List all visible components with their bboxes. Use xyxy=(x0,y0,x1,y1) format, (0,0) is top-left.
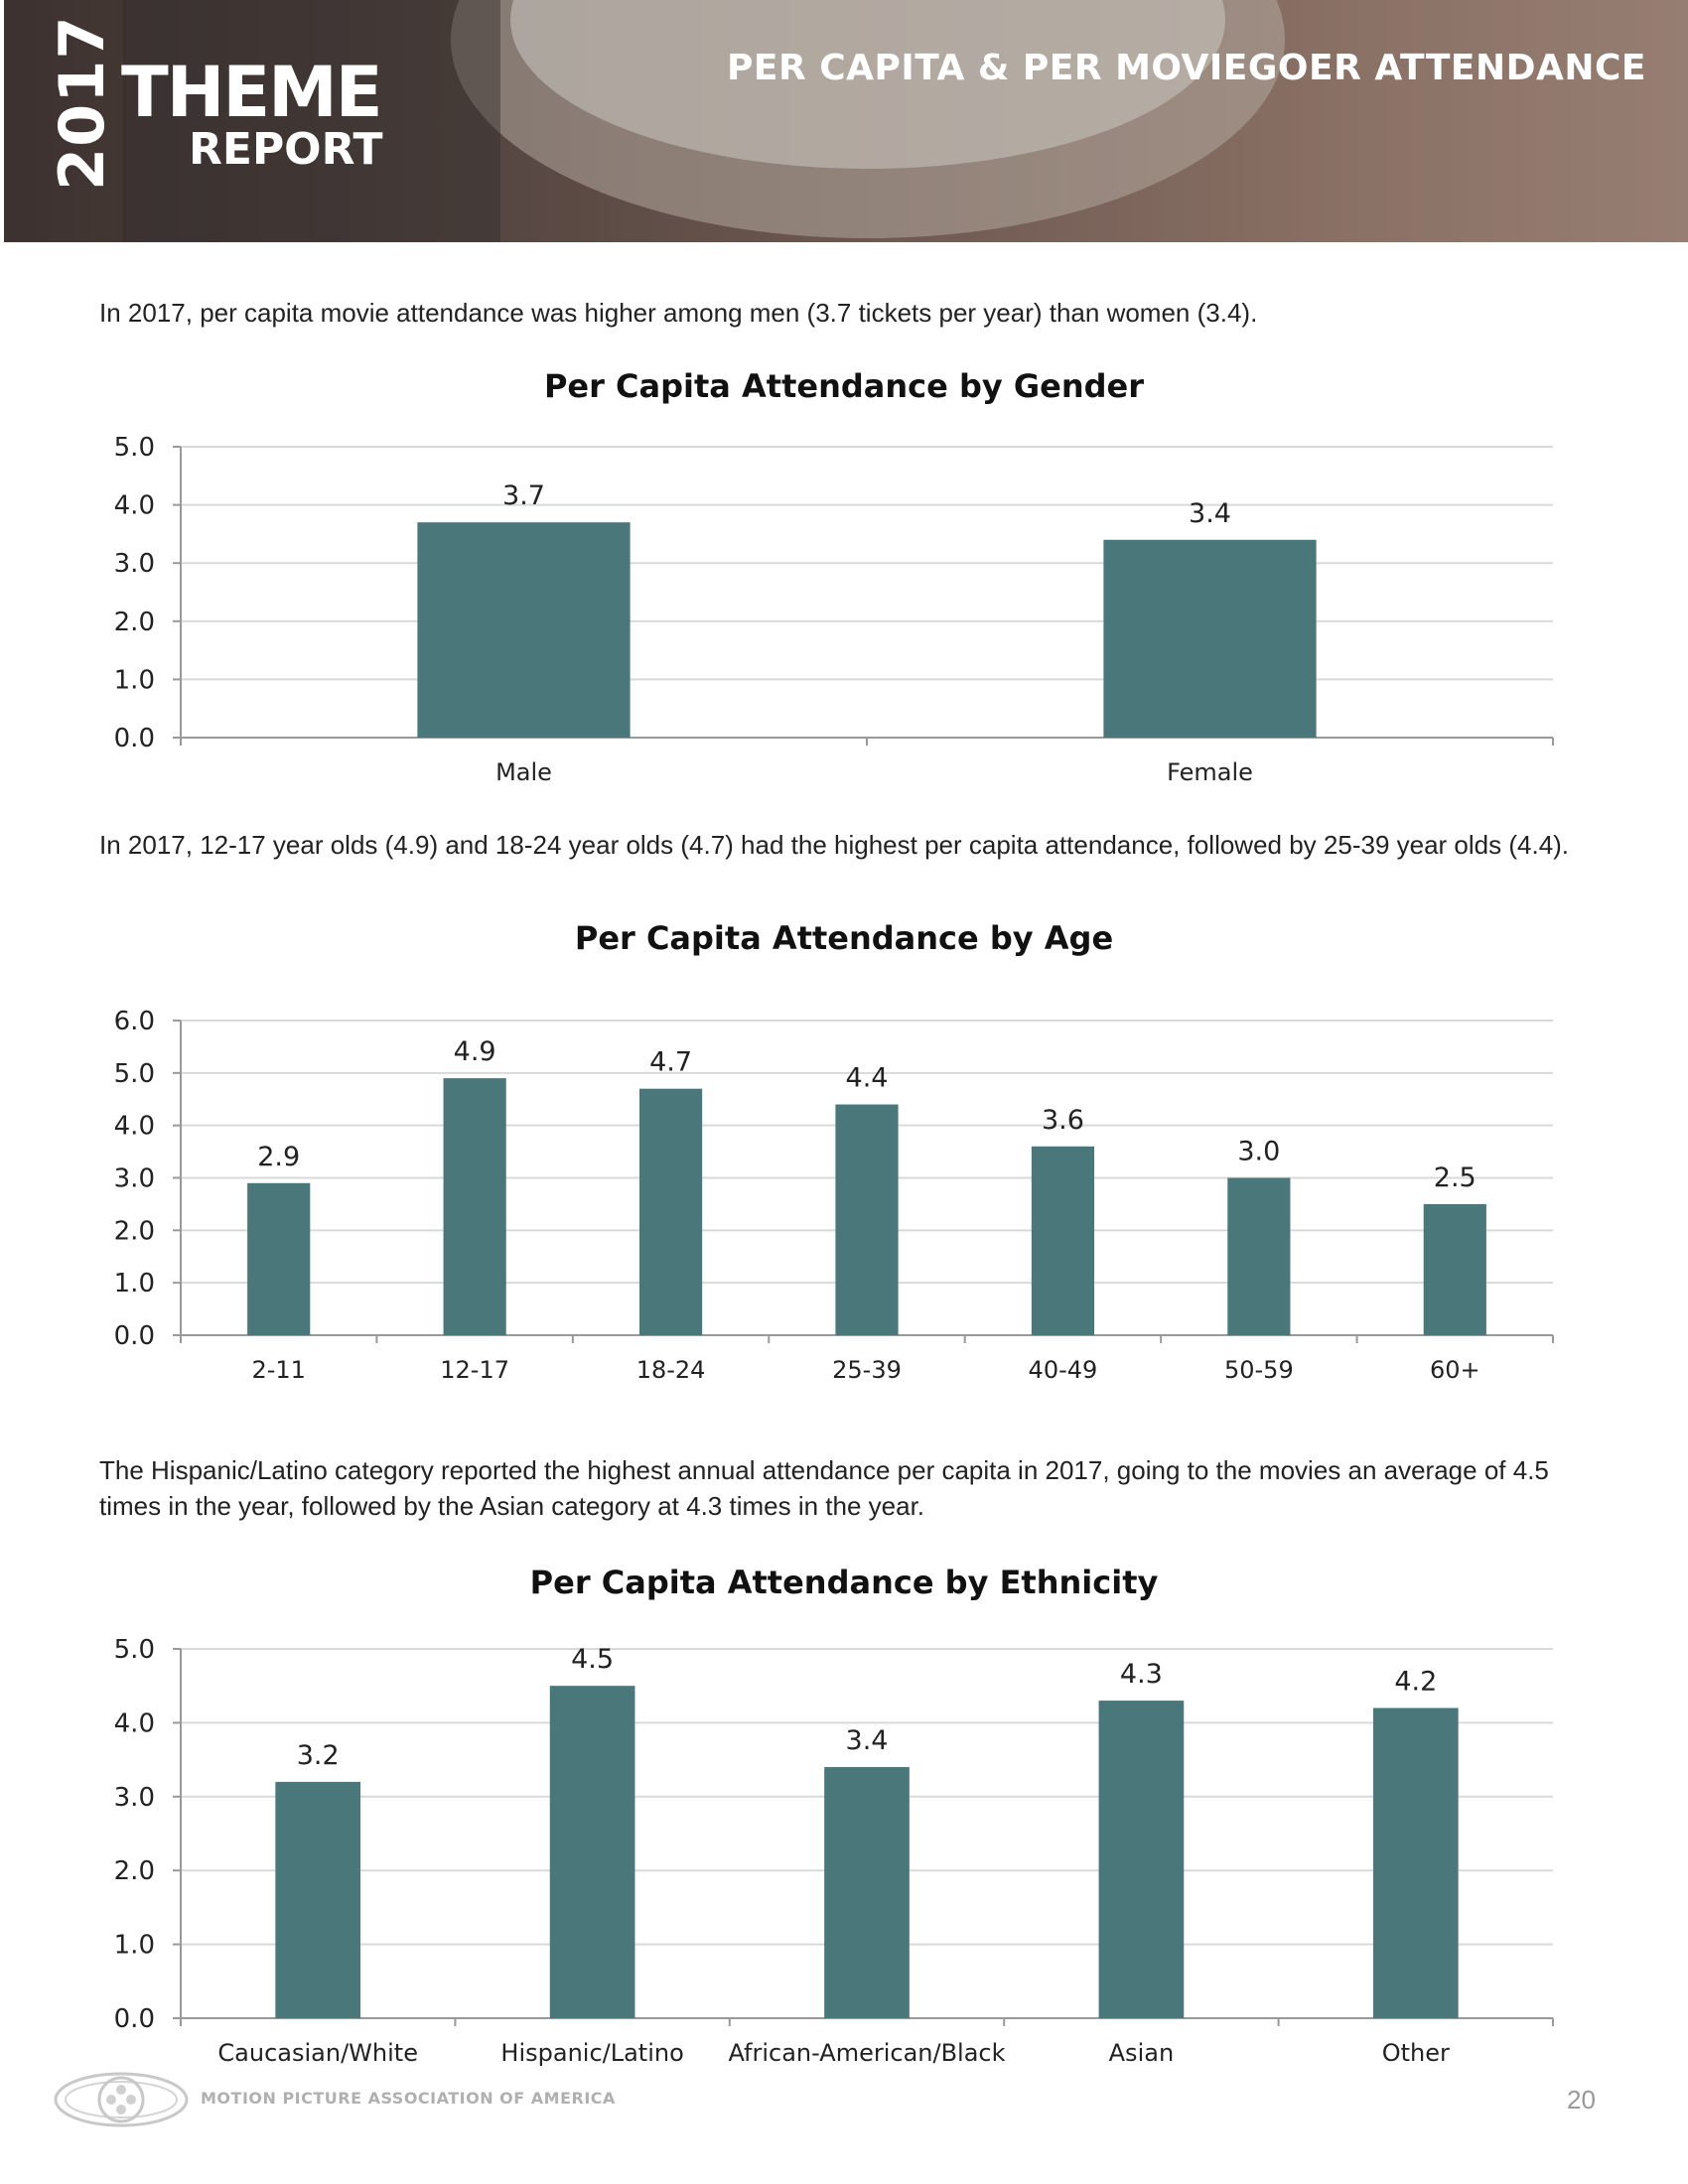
y-tick-label: 5.0 xyxy=(114,1635,155,1665)
header-banner: 2017 THEME REPORT PER CAPITA & PER MOVIE… xyxy=(4,0,1688,242)
y-tick-label: 2.0 xyxy=(114,1856,155,1886)
brand-report: REPORT xyxy=(189,124,383,175)
gender-paragraph: In 2017, per capita movie attendance was… xyxy=(99,298,1258,328)
gender-chart: 0.0 1.0 2.0 3.0 4.0 5.0 3.7 Male 3.4 Female xyxy=(114,433,1554,786)
x-tick-label: 2-11 xyxy=(251,1356,305,1384)
x-tick-label: Hispanic/Latino xyxy=(500,2039,683,2067)
bar xyxy=(443,1078,506,1335)
bar xyxy=(247,1182,311,1335)
y-tick-label: 0.0 xyxy=(114,2004,155,2034)
bar xyxy=(824,1767,910,2018)
mpaa-logo-icon xyxy=(54,2072,189,2127)
x-tick-label: 50-59 xyxy=(1224,1356,1294,1384)
ethnicity-paragraph: The Hispanic/Latino category reported th… xyxy=(99,1455,1549,1521)
x-tick-label: 40-49 xyxy=(1029,1356,1098,1384)
bar xyxy=(549,1686,635,2018)
y-tick-label: 1.0 xyxy=(114,1269,155,1298)
bar-value-label: 3.4 xyxy=(846,1725,889,1756)
bar-value-label: 4.4 xyxy=(846,1063,889,1094)
x-tick-label: Other xyxy=(1382,2039,1450,2067)
bar xyxy=(417,522,631,738)
bar-value-label: 4.2 xyxy=(1394,1667,1437,1698)
y-tick-label: 5.0 xyxy=(114,433,155,463)
bar xyxy=(1423,1203,1486,1335)
bar-value-label: 2.5 xyxy=(1434,1162,1477,1193)
age-paragraph: In 2017, 12-17 year olds (4.9) and 18-24… xyxy=(99,830,1570,860)
ethnicity-chart-title: Per Capita Attendance by Ethnicity xyxy=(529,1564,1159,1601)
y-tick-label: 4.0 xyxy=(114,491,155,521)
bar xyxy=(835,1104,899,1335)
y-tick-label: 3.0 xyxy=(114,1783,155,1813)
gender-chart-title: Per Capita Attendance by Gender xyxy=(543,367,1145,405)
bar-value-label: 3.2 xyxy=(297,1740,340,1771)
bar xyxy=(1031,1146,1095,1335)
y-tick-label: 1.0 xyxy=(114,1931,155,1961)
y-tick-label: 6.0 xyxy=(114,1007,155,1036)
bar-value-label: 4.7 xyxy=(649,1047,692,1078)
brand-theme: THEME xyxy=(121,52,383,133)
y-tick-label: 2.0 xyxy=(114,1216,155,1246)
y-tick-label: 3.0 xyxy=(114,1164,155,1194)
y-tick-label: 4.0 xyxy=(114,1112,155,1142)
section-title: PER CAPITA & PER MOVIEGOER ATTENDANCE xyxy=(726,48,1646,88)
y-tick-label: 1.0 xyxy=(114,665,155,695)
bar-value-label: 4.5 xyxy=(571,1644,614,1675)
x-tick-label: 25-39 xyxy=(832,1356,902,1384)
bar xyxy=(1372,1707,1459,2018)
bar-value-label: 4.3 xyxy=(1120,1659,1163,1690)
x-tick-label: 60+ xyxy=(1430,1356,1480,1384)
bar-value-label: 4.9 xyxy=(454,1036,496,1067)
bar xyxy=(1227,1177,1291,1335)
banner-photo-background xyxy=(4,0,1688,242)
page-number: 20 xyxy=(1567,2085,1596,2115)
bar xyxy=(1103,539,1317,738)
y-tick-label: 0.0 xyxy=(114,1321,155,1351)
x-tick-label: 18-24 xyxy=(636,1356,706,1384)
footer-organization: MOTION PICTURE ASSOCIATION OF AMERICA xyxy=(201,2089,616,2108)
y-tick-label: 4.0 xyxy=(114,1708,155,1738)
y-tick-label: 5.0 xyxy=(114,1059,155,1089)
ethnicity-chart: 0.0 1.0 2.0 3.0 4.0 5.0 3.2 Caucasian/White 4.5 H… xyxy=(114,1635,1554,2067)
bar xyxy=(1098,1701,1185,2018)
y-tick-label: 3.0 xyxy=(114,549,155,579)
y-tick-label: 0.0 xyxy=(114,724,155,753)
x-tick-label: Male xyxy=(495,758,552,786)
bar-value-label: 3.6 xyxy=(1042,1105,1084,1136)
bar-value-label: 3.7 xyxy=(502,480,545,511)
age-chart: 0.0 1.0 2.0 3.0 4.0 5.0 6.0 2.9 2-11 4.9 12-17 4.7 1… xyxy=(114,1007,1554,1384)
x-tick-label: Female xyxy=(1167,758,1253,786)
bar-value-label: 2.9 xyxy=(257,1142,300,1172)
x-tick-label: African-American/Black xyxy=(728,2039,1005,2067)
bar xyxy=(638,1088,703,1335)
bar xyxy=(275,1781,361,2018)
y-tick-label: 2.0 xyxy=(114,608,155,637)
x-tick-label: Asian xyxy=(1109,2039,1175,2067)
bar-value-label: 3.4 xyxy=(1189,498,1231,529)
x-tick-label: Caucasian/White xyxy=(217,2039,418,2067)
x-tick-label: 12-17 xyxy=(440,1356,509,1384)
age-chart-title: Per Capita Attendance by Age xyxy=(574,919,1114,957)
bar-value-label: 3.0 xyxy=(1237,1137,1280,1167)
